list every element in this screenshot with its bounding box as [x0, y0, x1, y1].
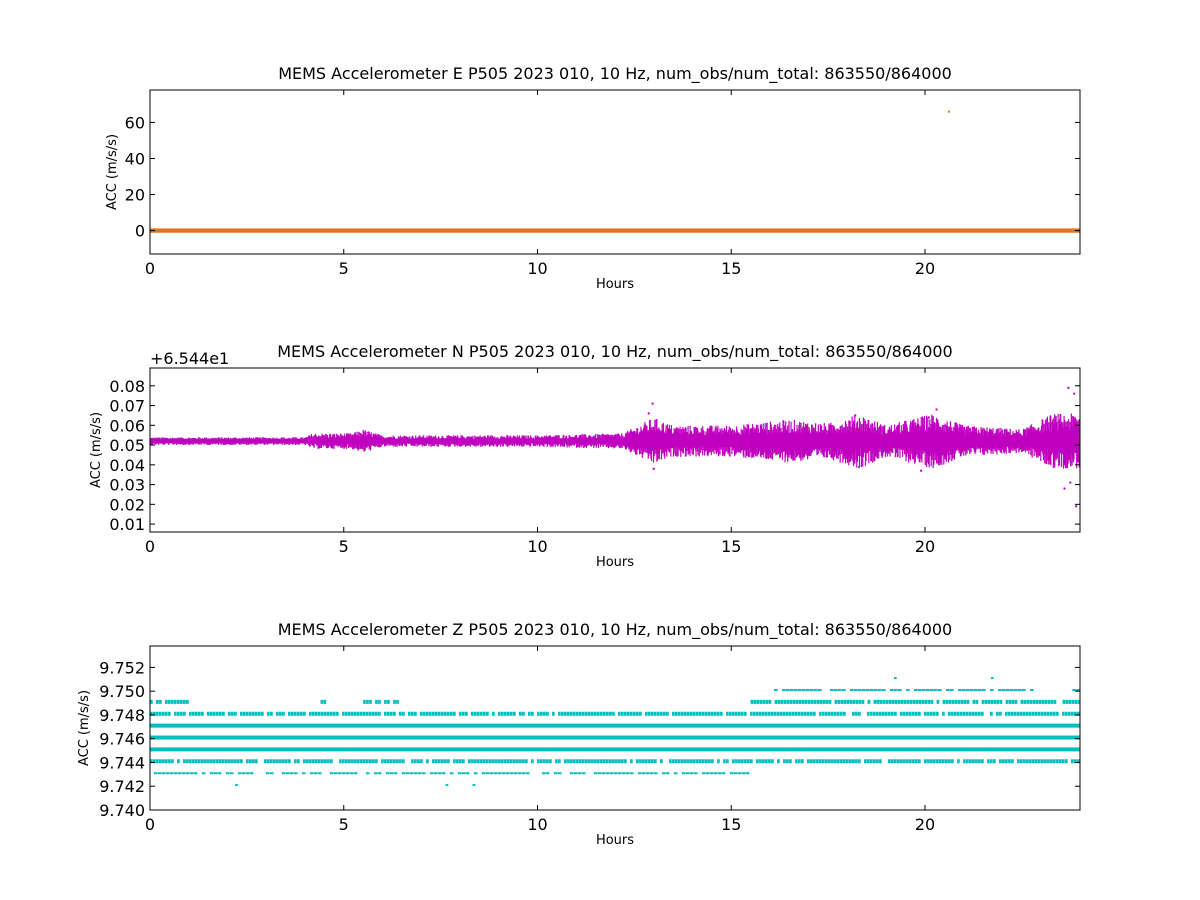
series-band-east	[150, 228, 1080, 233]
x-tick-label: 10	[527, 815, 547, 834]
chart-north: 0 5 10 15 20 0.010.020.030.040.050.060.070.08…	[89, 342, 1081, 570]
x-tick-label: 20	[915, 259, 935, 278]
x-tick-label: 5	[339, 259, 349, 278]
x-tick-label: 20	[915, 537, 935, 556]
x-tick-label: 15	[721, 259, 741, 278]
data-point-outlier	[1069, 481, 1072, 484]
level-line	[150, 735, 1080, 740]
chart-title: MEMS Accelerometer Z P505 2023 010, 10 H…	[278, 620, 952, 640]
y-tick-label: 0.03	[109, 476, 145, 495]
y-tick-label: 9.744	[99, 753, 145, 772]
y-tick-label: 20	[125, 186, 145, 205]
chart-east: 0 5 10 15 20 0 20 40 60 MEMS Accelerometer E P505…	[105, 64, 1081, 292]
x-tick-label: 0	[145, 815, 155, 834]
y-tick-label: 9.750	[99, 682, 145, 701]
y-tick-label: 0.07	[109, 397, 145, 416]
x-tick-label: 20	[915, 815, 935, 834]
chart-title: MEMS Accelerometer N P505 2023 010, 10 H…	[277, 342, 952, 362]
axes-frame	[149, 645, 1081, 811]
plot-area-data	[150, 110, 1080, 233]
data-point-outlier	[948, 110, 951, 113]
data-point-outlier	[1063, 487, 1066, 490]
x-tick-label: 15	[721, 815, 741, 834]
x-tick-label: 0	[145, 537, 155, 556]
y-axis-label: ACC (m/s/s)	[89, 412, 104, 488]
data-point-outlier	[858, 465, 861, 468]
y-tick-label: 9.740	[99, 801, 145, 820]
level-line	[150, 723, 1080, 728]
data-point-outlier	[927, 416, 930, 419]
y-offset-label: +6.544e1	[150, 349, 229, 368]
data-point-outlier	[652, 467, 655, 470]
data-point-outlier	[1067, 386, 1070, 389]
x-tick-label: 15	[721, 537, 741, 556]
data-point-outlier	[651, 402, 654, 405]
y-tick-label: 9.746	[99, 730, 145, 749]
y-axis-label: ACC (m/s/s)	[77, 690, 92, 766]
data-point-outlier	[1073, 392, 1076, 395]
y-tick-label: 9.752	[99, 658, 145, 677]
series-noise-north	[150, 413, 1080, 469]
y-axis-label: ACC (m/s/s)	[105, 134, 120, 210]
x-axis-label: Hours	[596, 833, 634, 848]
x-tick-label: 5	[339, 815, 349, 834]
x-tick-label: 10	[527, 537, 547, 556]
y-tick-label: 60	[125, 113, 145, 132]
axes-frame	[149, 89, 1081, 255]
data-point-outlier	[935, 408, 938, 411]
data-point-outlier	[1075, 505, 1078, 508]
y-tick-label: 40	[125, 149, 145, 168]
x-tick-label: 0	[145, 259, 155, 278]
data-point-outlier	[920, 469, 923, 472]
x-axis-label: Hours	[596, 555, 634, 570]
chart-title: MEMS Accelerometer E P505 2023 010, 10 H…	[278, 64, 952, 84]
x-tick-label: 5	[339, 537, 349, 556]
data-point-outlier	[647, 412, 650, 415]
y-tick-label: 0.05	[109, 436, 145, 455]
data-point-outlier	[854, 414, 857, 417]
x-axis-label: Hours	[596, 277, 634, 292]
y-tick-label: 0	[135, 222, 145, 241]
y-tick-label: 0.02	[109, 495, 145, 514]
level-line	[150, 747, 1080, 752]
plot-area-data	[150, 386, 1080, 508]
y-tick-label: 0.08	[109, 377, 145, 396]
y-tick-label: 0.01	[109, 515, 145, 534]
y-tick-label: 9.742	[99, 777, 145, 796]
x-tick-label: 10	[527, 259, 547, 278]
y-tick-label: 9.748	[99, 706, 145, 725]
y-tick-label: 0.04	[109, 456, 145, 475]
plot-area-data	[150, 677, 1080, 786]
axes-frame	[149, 367, 1081, 533]
y-tick-label: 0.06	[109, 416, 145, 435]
chart-vertical: 0 5 10 15 20 9.740 9.742 9.744 9.746 9.748 9.750 9.…	[77, 620, 1081, 848]
